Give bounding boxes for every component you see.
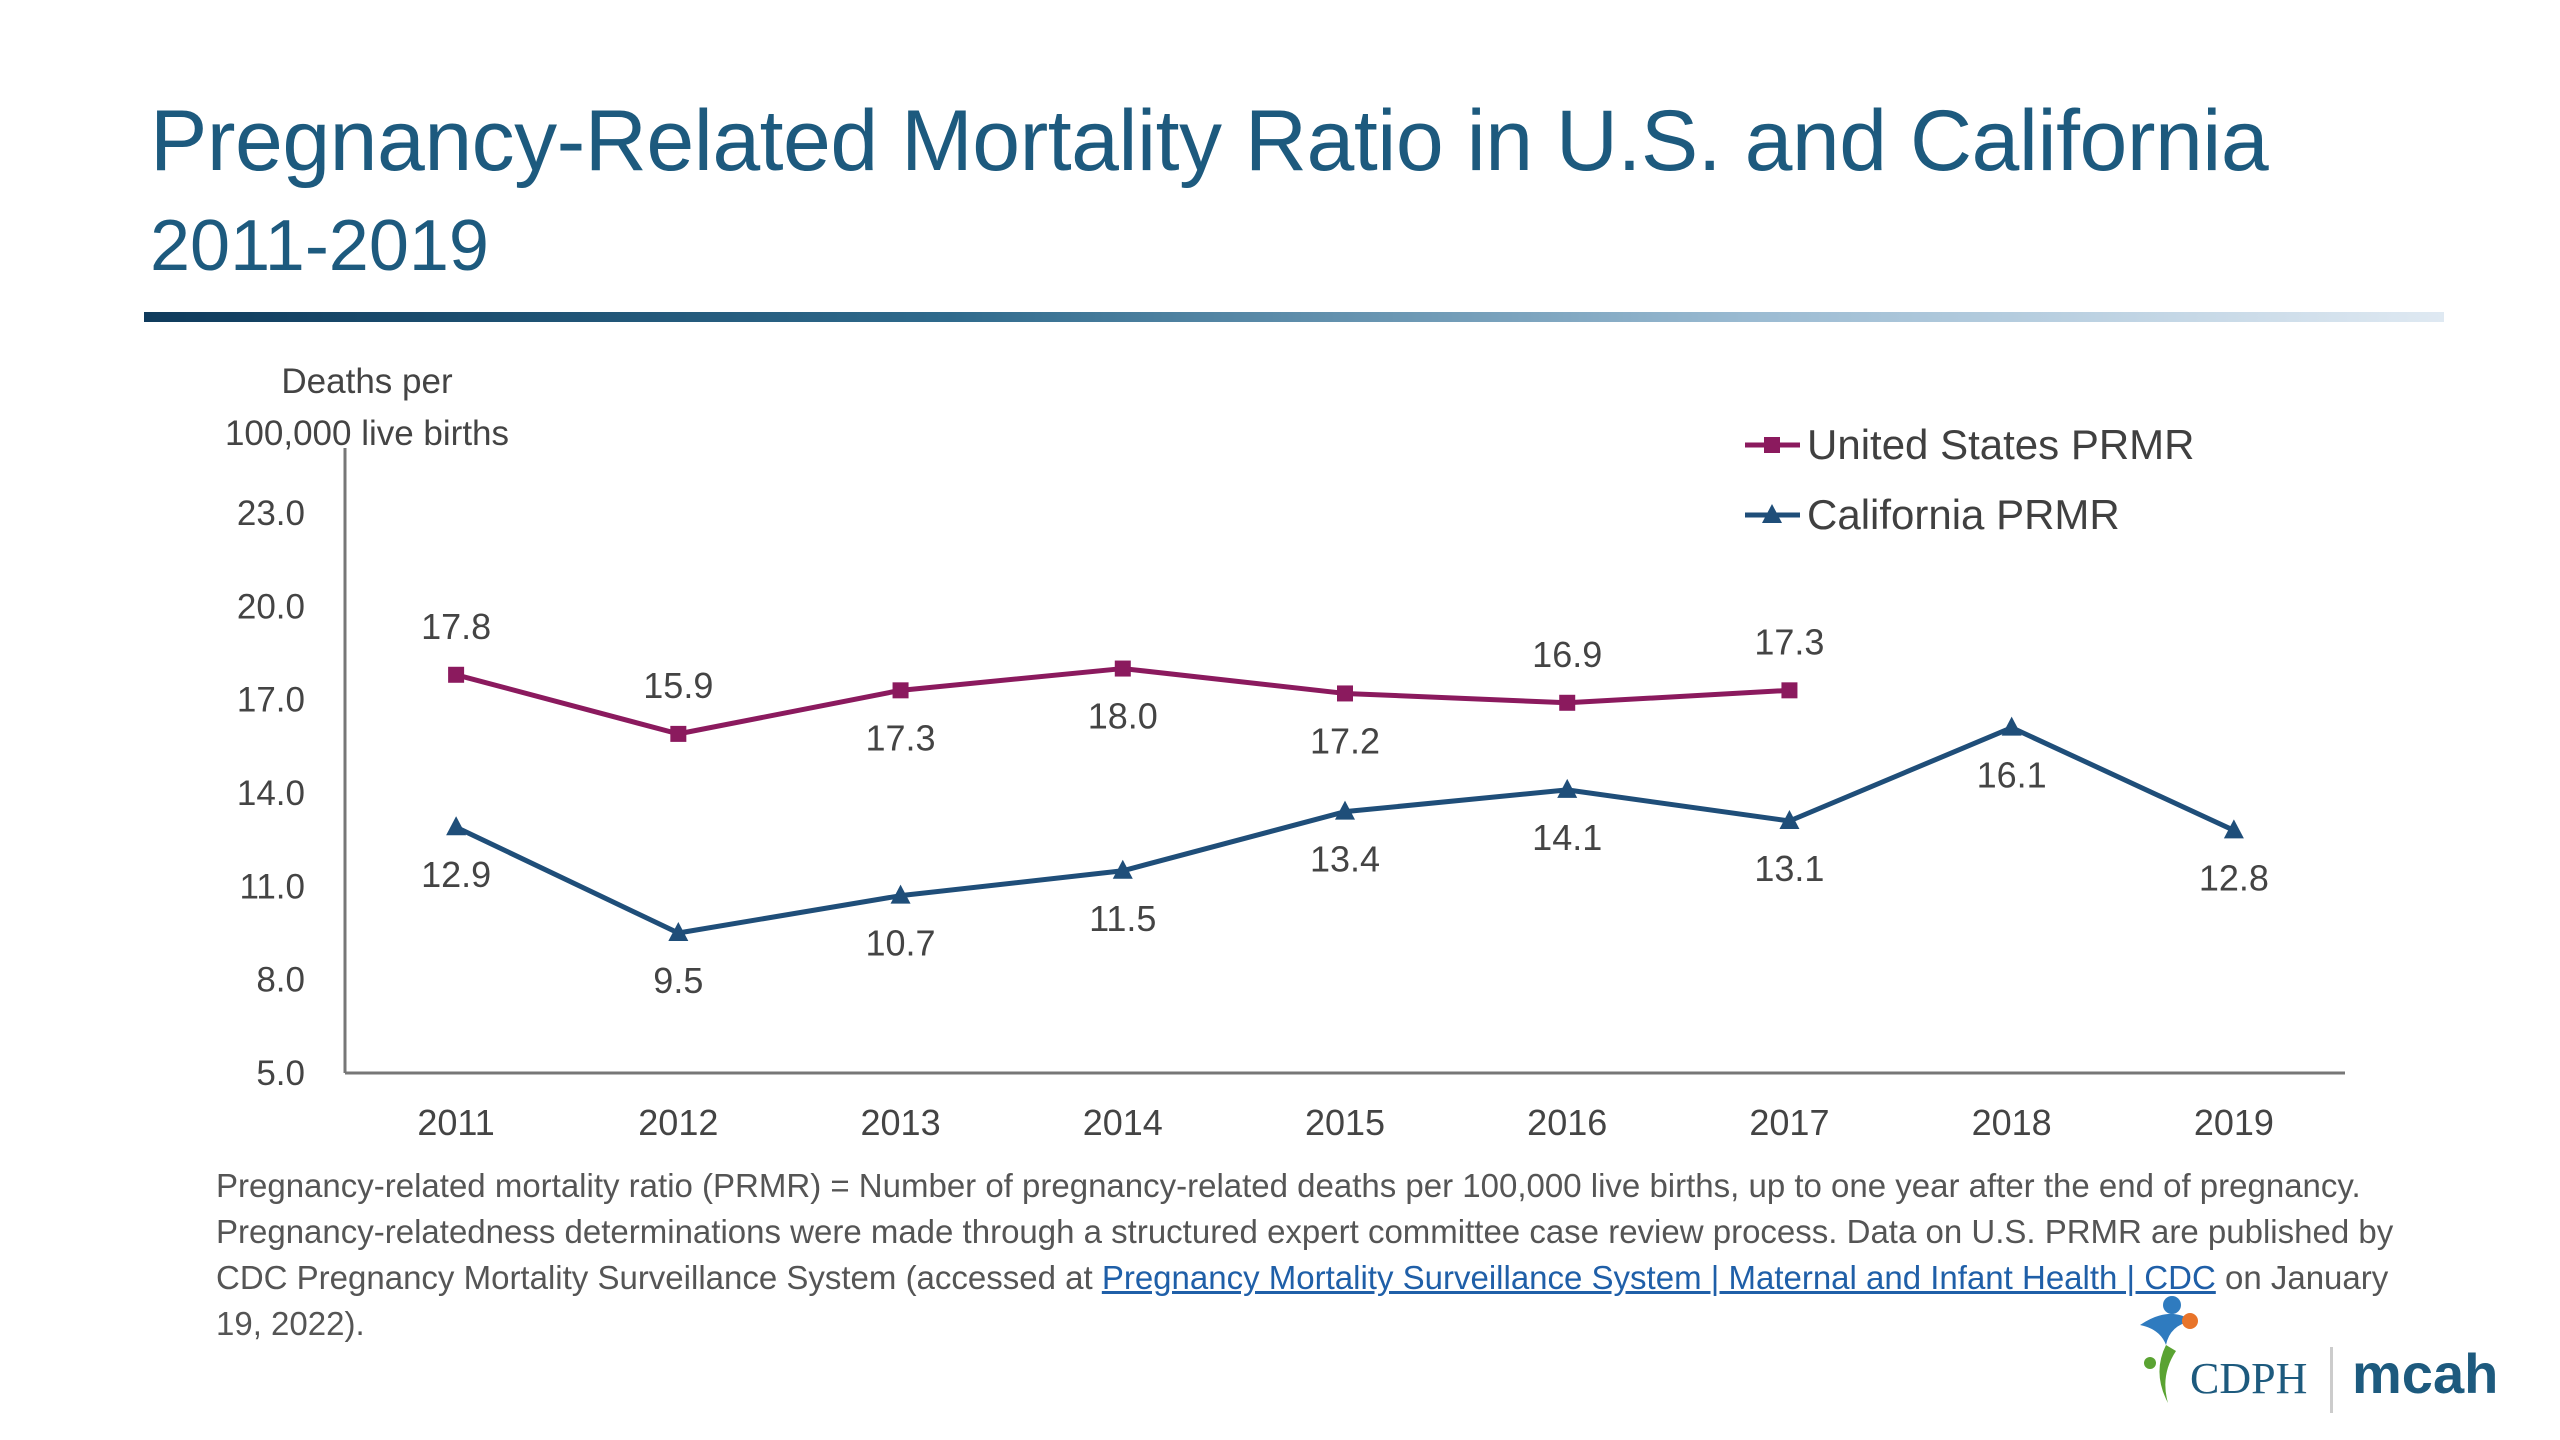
data-label-ca: 11.5 [1089, 898, 1156, 939]
data-point-us [892, 682, 909, 699]
x-tick-label: 2014 [1083, 1102, 1163, 1143]
data-point-ca [890, 884, 911, 904]
y-axis-label-line1: Deaths per [281, 362, 453, 401]
data-point-us [1559, 694, 1576, 711]
data-point-ca [2223, 819, 2244, 839]
data-point-us [1781, 682, 1798, 699]
data-point-ca [2001, 716, 2022, 736]
data-point-us [1337, 685, 1353, 702]
legend-marker-us [1764, 437, 1780, 453]
data-point-ca [1557, 778, 1578, 798]
cdph-figure-icon [2140, 1296, 2198, 1403]
legend-marker-ca [1762, 504, 1782, 523]
data-label-ca: 9.5 [653, 960, 703, 1001]
x-tick-label: 2017 [1749, 1102, 1829, 1143]
data-label-ca: 10.7 [866, 923, 936, 964]
data-label-us: 17.2 [1310, 720, 1380, 761]
data-label-us: 18.0 [1088, 696, 1158, 737]
x-tick-label: 2015 [1305, 1102, 1385, 1143]
page-title: Pregnancy-Related Mortality Ratio in U.S… [150, 93, 2269, 189]
title-divider [144, 312, 2444, 322]
data-point-us [448, 666, 465, 683]
y-axis-label-line2: 100,000 live births [225, 414, 509, 453]
data-label-ca: 13.4 [1310, 839, 1380, 880]
y-tick-label: 11.0 [239, 867, 305, 906]
data-point-ca [1112, 859, 1133, 879]
y-tick-label: 14.0 [237, 774, 305, 813]
data-label-us: 17.3 [866, 717, 936, 758]
legend-label-ca: California PRMR [1807, 491, 2120, 538]
x-tick-label: 2013 [861, 1102, 941, 1143]
footnote-text-end: on January 19, 2022). [216, 1259, 2389, 1342]
footnote: Pregnancy-related mortality ratio (PRMR)… [216, 1163, 2396, 1347]
y-tick-label: 20.0 [237, 587, 305, 626]
data-label-us: 16.9 [1532, 634, 1602, 675]
data-label-us: 17.8 [421, 606, 491, 647]
y-tick-label: 8.0 [256, 961, 305, 1000]
data-point-ca [668, 922, 689, 941]
data-point-ca [446, 816, 467, 836]
data-point-ca [1779, 810, 1800, 829]
data-point-us [1114, 660, 1131, 677]
footnote-text: Pregnancy-related mortality ratio (PRMR)… [216, 1167, 2394, 1296]
mcah-logo-text: mcah [2352, 1342, 2499, 1405]
x-tick-label: 2016 [1527, 1102, 1607, 1143]
data-label-ca: 12.8 [2199, 857, 2269, 898]
x-tick-label: 2012 [638, 1102, 718, 1143]
cdc-pmss-link[interactable]: Pregnancy Mortality Surveillance System … [1101, 1259, 2216, 1296]
data-label-ca: 13.1 [1754, 848, 1824, 889]
data-point-ca [1335, 800, 1355, 820]
data-label-us: 15.9 [643, 665, 713, 706]
line-chart: Deaths per 100,000 live births 23.0 20.0 17.… [225, 362, 2345, 1143]
data-label-us: 17.3 [1754, 621, 1824, 662]
logo-separator [2330, 1347, 2333, 1413]
y-tick-label: 5.0 [256, 1054, 305, 1093]
x-tick-label: 2018 [1972, 1102, 2052, 1143]
cdph-mcah-logo: CDPH mcah [2130, 1285, 2498, 1435]
y-tick-label: 17.0 [237, 681, 305, 720]
data-point-us [670, 725, 687, 742]
x-tick-label: 2011 [417, 1102, 494, 1143]
data-label-ca: 14.1 [1532, 817, 1602, 858]
x-tick-label: 2019 [2194, 1102, 2274, 1143]
data-label-ca: 12.9 [421, 854, 491, 895]
data-label-ca: 16.1 [1977, 755, 2047, 796]
page-subtitle: 2011-2019 [150, 206, 489, 286]
legend-label-us: United States PRMR [1807, 421, 2194, 468]
y-tick-label: 23.0 [237, 494, 305, 533]
cdph-logo-text: CDPH [2190, 1354, 2308, 1403]
